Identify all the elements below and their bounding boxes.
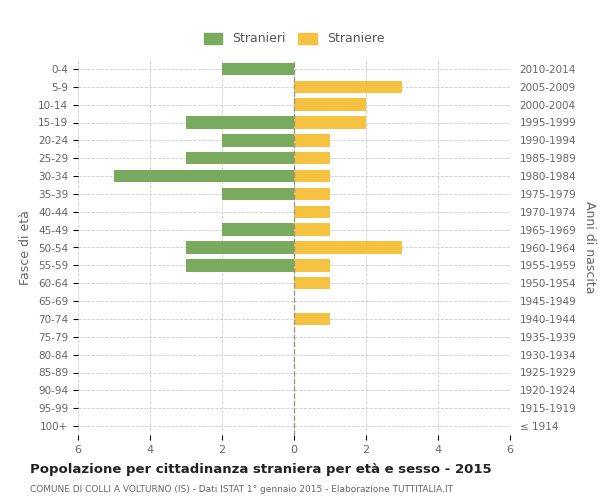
Bar [294, 242, 402, 254]
Bar [114, 170, 294, 182]
Bar [186, 259, 294, 272]
Bar [222, 134, 294, 146]
Y-axis label: Anni di nascita: Anni di nascita [583, 201, 596, 294]
Bar [222, 62, 294, 75]
Bar [294, 152, 330, 164]
Text: Popolazione per cittadinanza straniera per età e sesso - 2015: Popolazione per cittadinanza straniera p… [30, 462, 491, 475]
Bar [222, 188, 294, 200]
Bar [294, 134, 330, 146]
Bar [294, 259, 330, 272]
Legend: Stranieri, Straniere: Stranieri, Straniere [200, 28, 388, 49]
Bar [294, 206, 330, 218]
Bar [294, 188, 330, 200]
Bar [294, 312, 330, 325]
Bar [294, 116, 366, 128]
Bar [294, 170, 330, 182]
Bar [294, 98, 366, 111]
Bar [186, 116, 294, 128]
Bar [186, 242, 294, 254]
Bar [294, 80, 402, 93]
Bar [222, 224, 294, 236]
Y-axis label: Fasce di età: Fasce di età [19, 210, 32, 285]
Bar [294, 224, 330, 236]
Text: COMUNE DI COLLI A VOLTURNO (IS) - Dati ISTAT 1° gennaio 2015 - Elaborazione TUTT: COMUNE DI COLLI A VOLTURNO (IS) - Dati I… [30, 485, 453, 494]
Bar [294, 277, 330, 289]
Bar [186, 152, 294, 164]
